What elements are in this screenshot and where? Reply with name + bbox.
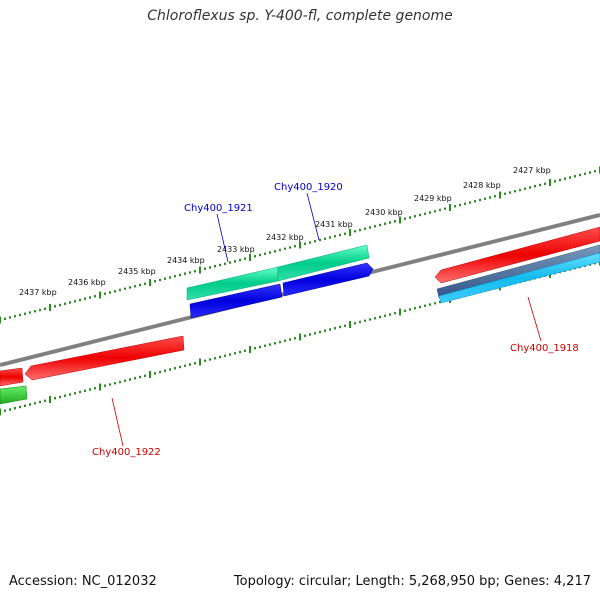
tick-label-2437: 2437 kbp [19, 288, 57, 297]
tick-label-2430: 2430 kbp [365, 208, 403, 217]
gene-label-chy400-1922[interactable]: Chy400_1922 [92, 447, 161, 458]
feature-chy400-1918-cds[interactable] [434, 226, 600, 284]
outer-ruler [0, 166, 600, 324]
feature-chy400-1920-cds[interactable] [277, 244, 370, 282]
map-title: Chloroflexus sp. Y-400-fl, complete geno… [147, 8, 453, 24]
gene-label-chy400-1920[interactable]: Chy400_1920 [274, 182, 343, 193]
tick-label-2427: 2427 kbp [513, 166, 551, 175]
tick-label-2435: 2435 kbp [118, 267, 156, 276]
tick-label-2434: 2434 kbp [167, 256, 205, 265]
gene-label-chy400-1921[interactable]: Chy400_1921 [184, 203, 253, 214]
genome-summary-text: Topology: circular; Length: 5,268,950 bp… [233, 574, 591, 589]
feature-partial-red-left[interactable] [0, 367, 24, 387]
accession-text: Accession: NC_012032 [9, 574, 157, 589]
feature-partial-green-left[interactable] [0, 385, 28, 405]
leader-chy400-1920 [306, 192, 320, 241]
tick-label-2433: 2433 kbp [217, 245, 255, 254]
ruler-labels: 2427 kbp 2428 kbp 2429 kbp 2430 kbp 2431… [19, 166, 551, 297]
feature-chy400-1922-cds[interactable] [24, 335, 185, 381]
tick-label-2429: 2429 kbp [414, 194, 452, 203]
feature-chy400-1921-gene[interactable] [189, 283, 283, 319]
tick-label-2436: 2436 kbp [68, 278, 106, 287]
leader-chy400-1921 [216, 213, 229, 263]
feature-chy400-1920-gene[interactable] [282, 262, 374, 297]
feature-chy400-1918-gene[interactable] [438, 252, 600, 304]
gene-label-chy400-1918[interactable]: Chy400_1918 [510, 343, 579, 354]
feature-chy400-1918-gene-outline[interactable] [436, 244, 600, 299]
leader-chy400-1918 [527, 296, 542, 342]
tick-label-2428: 2428 kbp [463, 181, 501, 190]
leader-chy400-1922 [111, 397, 124, 447]
tick-label-2431: 2431 kbp [315, 220, 353, 229]
tick-label-2432: 2432 kbp [266, 233, 304, 242]
